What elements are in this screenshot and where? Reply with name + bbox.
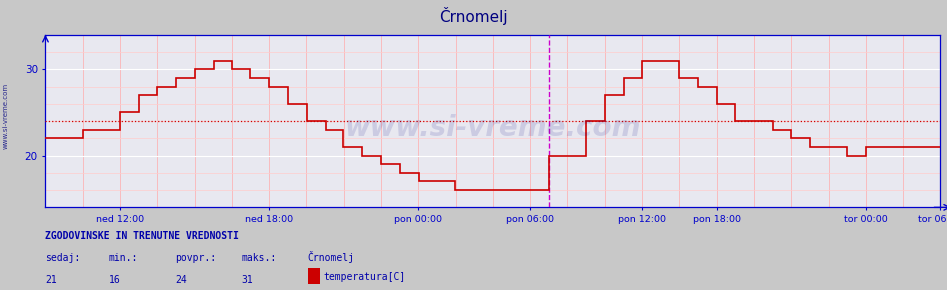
Text: Črnomelj: Črnomelj: [439, 7, 508, 25]
Text: 21: 21: [45, 275, 57, 285]
Text: 31: 31: [241, 275, 253, 285]
Text: maks.:: maks.:: [241, 253, 277, 263]
Text: temperatura[C]: temperatura[C]: [323, 272, 405, 282]
Text: www.si-vreme.com: www.si-vreme.com: [345, 114, 641, 142]
Text: Črnomelj: Črnomelj: [308, 251, 355, 263]
Text: ZGODOVINSKE IN TRENUTNE VREDNOSTI: ZGODOVINSKE IN TRENUTNE VREDNOSTI: [45, 231, 240, 241]
Text: min.:: min.:: [109, 253, 138, 263]
Text: 16: 16: [109, 275, 120, 285]
Text: sedaj:: sedaj:: [45, 253, 80, 263]
Text: 24: 24: [175, 275, 187, 285]
Text: www.si-vreme.com: www.si-vreme.com: [3, 83, 9, 149]
Text: povpr.:: povpr.:: [175, 253, 216, 263]
